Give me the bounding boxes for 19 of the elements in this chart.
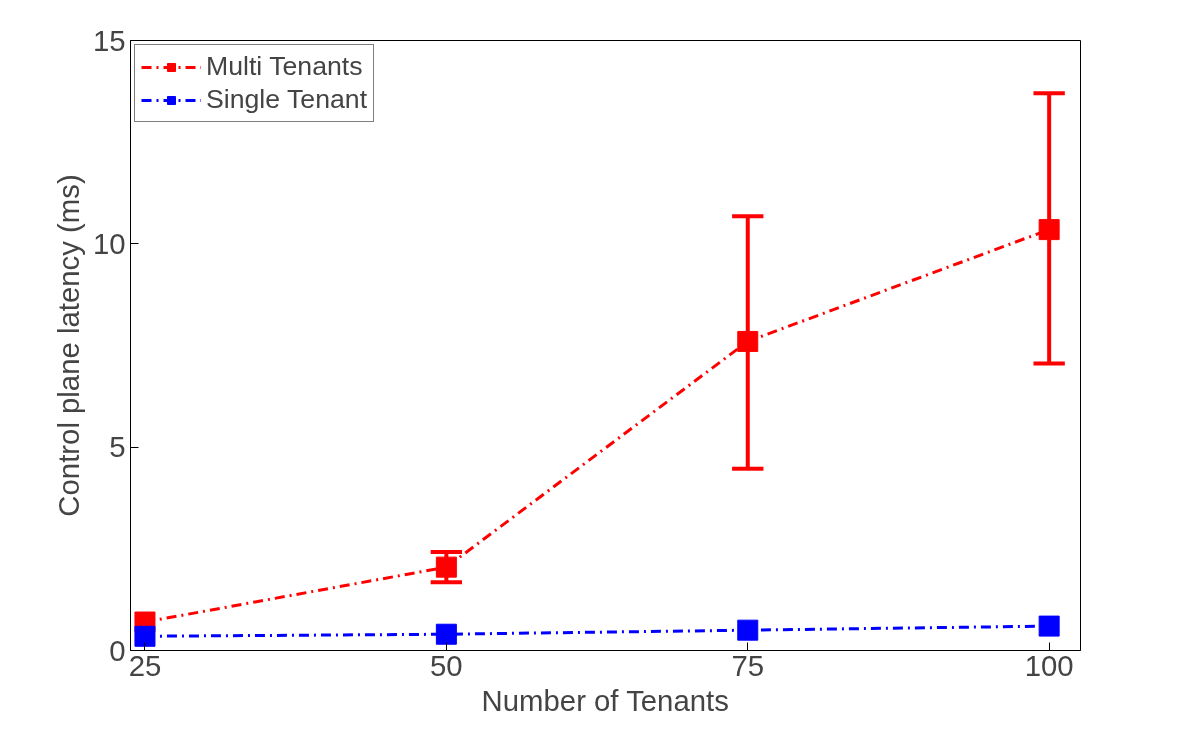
- point: [134, 625, 156, 647]
- point: [737, 619, 759, 641]
- y-tick-label: 15: [92, 23, 126, 57]
- point: [1038, 615, 1060, 637]
- x-tick-label: 50: [430, 648, 463, 682]
- point: [435, 623, 457, 645]
- x-tick-label: 75: [731, 648, 765, 682]
- y-tick-label: 10: [92, 226, 126, 260]
- point: [737, 330, 759, 352]
- y-tick-label: 5: [109, 430, 126, 464]
- y-axis-title: Control plane latency (ms): [51, 174, 85, 517]
- x-tick-label: 100: [1024, 648, 1074, 682]
- point: [435, 556, 457, 578]
- x-tick-label: 25: [128, 648, 162, 682]
- y-tick-label: 0: [109, 633, 126, 667]
- x-axis-title: Number of Tenants: [481, 683, 729, 717]
- point: [1038, 219, 1060, 241]
- legend-label: Multi Tenants: [206, 51, 363, 82]
- legend-label: Single Tenant: [206, 84, 368, 115]
